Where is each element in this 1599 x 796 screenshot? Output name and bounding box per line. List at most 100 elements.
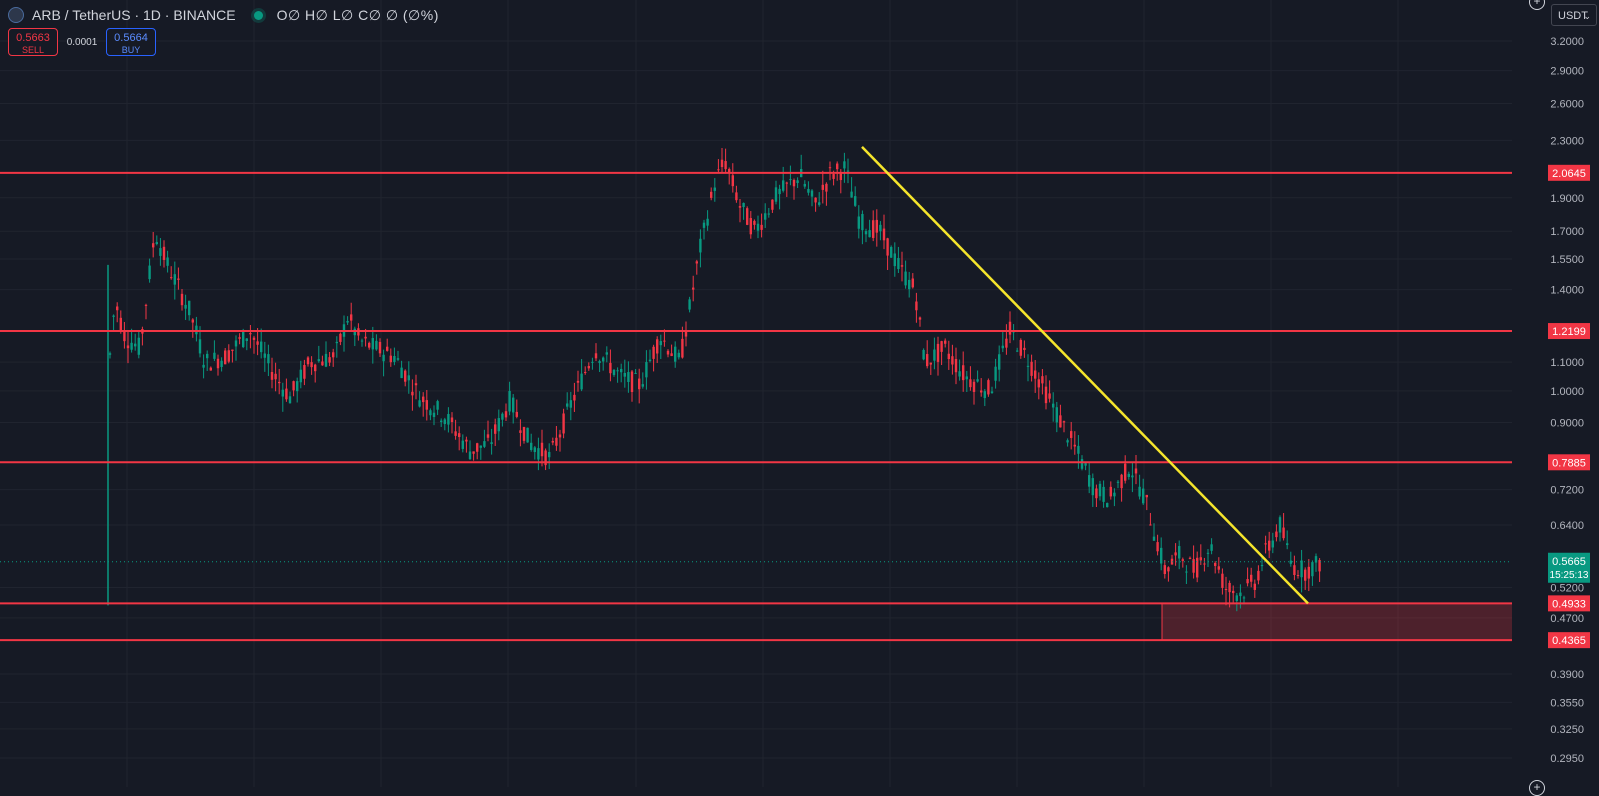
candle-body xyxy=(1023,347,1026,351)
candle-body xyxy=(569,400,572,408)
add-plus-bottom-icon[interactable]: + xyxy=(1529,780,1545,796)
candle-body xyxy=(1030,361,1033,376)
candle-body xyxy=(274,373,277,380)
candle-body xyxy=(1142,488,1145,504)
candle-body xyxy=(382,354,385,362)
ohlc-values: O∅ H∅ L∅ C∅ ∅ (∅%) xyxy=(276,6,439,23)
candle-body xyxy=(1041,376,1044,384)
candle-body xyxy=(152,243,155,248)
candle-body xyxy=(191,319,194,323)
candle-body xyxy=(1124,463,1127,481)
candle-body xyxy=(386,346,389,351)
candle-body xyxy=(220,360,223,367)
buy-label: BUY xyxy=(121,45,141,55)
candle-body xyxy=(598,361,601,364)
candle-body xyxy=(479,445,482,448)
candle-body xyxy=(188,300,191,316)
arbitrum-logo-icon xyxy=(8,7,24,23)
candle-body xyxy=(1059,415,1062,428)
candle-body xyxy=(494,424,497,434)
candle-body xyxy=(814,197,817,203)
candle-body xyxy=(468,451,472,459)
candle-body xyxy=(969,379,972,388)
candle-body xyxy=(1070,431,1073,438)
candle-body xyxy=(645,362,648,378)
candle-body xyxy=(324,353,328,367)
candle-body xyxy=(1178,546,1181,559)
candle-body xyxy=(1246,579,1249,584)
level-price-label: 0.4933 xyxy=(1552,598,1586,610)
candle-body xyxy=(422,396,425,403)
candle-body xyxy=(1199,557,1202,561)
candle-body xyxy=(551,441,554,443)
currency-selector[interactable]: USDT ⌄ xyxy=(1551,4,1597,26)
candle-body xyxy=(965,376,968,380)
candle-body xyxy=(706,218,709,226)
candle-body xyxy=(216,358,220,369)
candle-body xyxy=(832,174,835,179)
buy-button[interactable]: 0.5664 BUY xyxy=(106,28,156,56)
candle-body xyxy=(616,370,619,372)
candle-body xyxy=(796,180,799,184)
candle-body xyxy=(821,184,824,190)
candle-body xyxy=(940,341,943,352)
candle-body xyxy=(591,361,594,363)
candle-body xyxy=(958,371,961,377)
candle-body xyxy=(206,353,209,359)
candle-body xyxy=(1052,403,1055,408)
candle-body xyxy=(944,340,947,344)
candle-body xyxy=(980,390,983,393)
candle-body xyxy=(440,420,443,422)
candle-body xyxy=(724,161,727,170)
candle-body xyxy=(544,450,547,466)
candle-body xyxy=(411,391,414,396)
candle-body xyxy=(731,175,734,187)
candle-body xyxy=(425,400,428,410)
candle-body xyxy=(1152,536,1156,541)
candle-body xyxy=(407,375,410,381)
candle-body xyxy=(756,223,760,231)
candle-body xyxy=(663,340,666,342)
candle-body xyxy=(562,413,565,434)
candle-body xyxy=(267,354,270,364)
candle-body xyxy=(713,187,716,191)
sell-button[interactable]: 0.5663 SELL xyxy=(8,28,58,56)
y-tick-label: 1.0000 xyxy=(1550,386,1584,398)
candle-body xyxy=(209,367,212,371)
candle-body xyxy=(245,338,248,341)
candle-body xyxy=(1098,483,1102,497)
candle-body xyxy=(1268,540,1271,551)
candle-body xyxy=(414,383,418,386)
candle-body xyxy=(728,168,731,173)
candle-body xyxy=(1077,445,1080,454)
y-tick-label: 0.3250 xyxy=(1550,724,1584,736)
candle-body xyxy=(994,366,997,381)
chart-header: ARB / TetherUS · 1D · BINANCE O∅ H∅ L∅ C… xyxy=(8,4,439,26)
candle-body xyxy=(252,337,256,340)
sell-price: 0.5663 xyxy=(16,32,50,44)
y-tick-label: 0.7200 xyxy=(1550,485,1584,497)
candle-body xyxy=(1275,531,1278,538)
candle-body xyxy=(465,439,468,442)
candle-body xyxy=(472,451,475,454)
candle-body xyxy=(227,350,230,362)
symbol-title[interactable]: ARB / TetherUS · 1D · BINANCE xyxy=(32,7,236,23)
candle-body xyxy=(893,253,896,267)
candle-body xyxy=(1019,339,1022,356)
trendline[interactable] xyxy=(861,146,1309,605)
candle-body xyxy=(159,248,162,256)
price-axis[interactable] xyxy=(1512,0,1599,787)
candle-body xyxy=(299,369,302,383)
candle-body xyxy=(170,277,173,279)
candle-body xyxy=(130,342,133,350)
candle-body xyxy=(702,222,706,228)
candle-body xyxy=(306,357,310,365)
support-zone[interactable] xyxy=(1161,602,1523,641)
candle-body xyxy=(1106,503,1109,508)
currency-label: USDT xyxy=(1558,10,1588,22)
candle-body xyxy=(652,346,655,359)
candle-body xyxy=(936,343,940,362)
candle-body xyxy=(332,352,335,358)
candle-body xyxy=(504,411,508,418)
